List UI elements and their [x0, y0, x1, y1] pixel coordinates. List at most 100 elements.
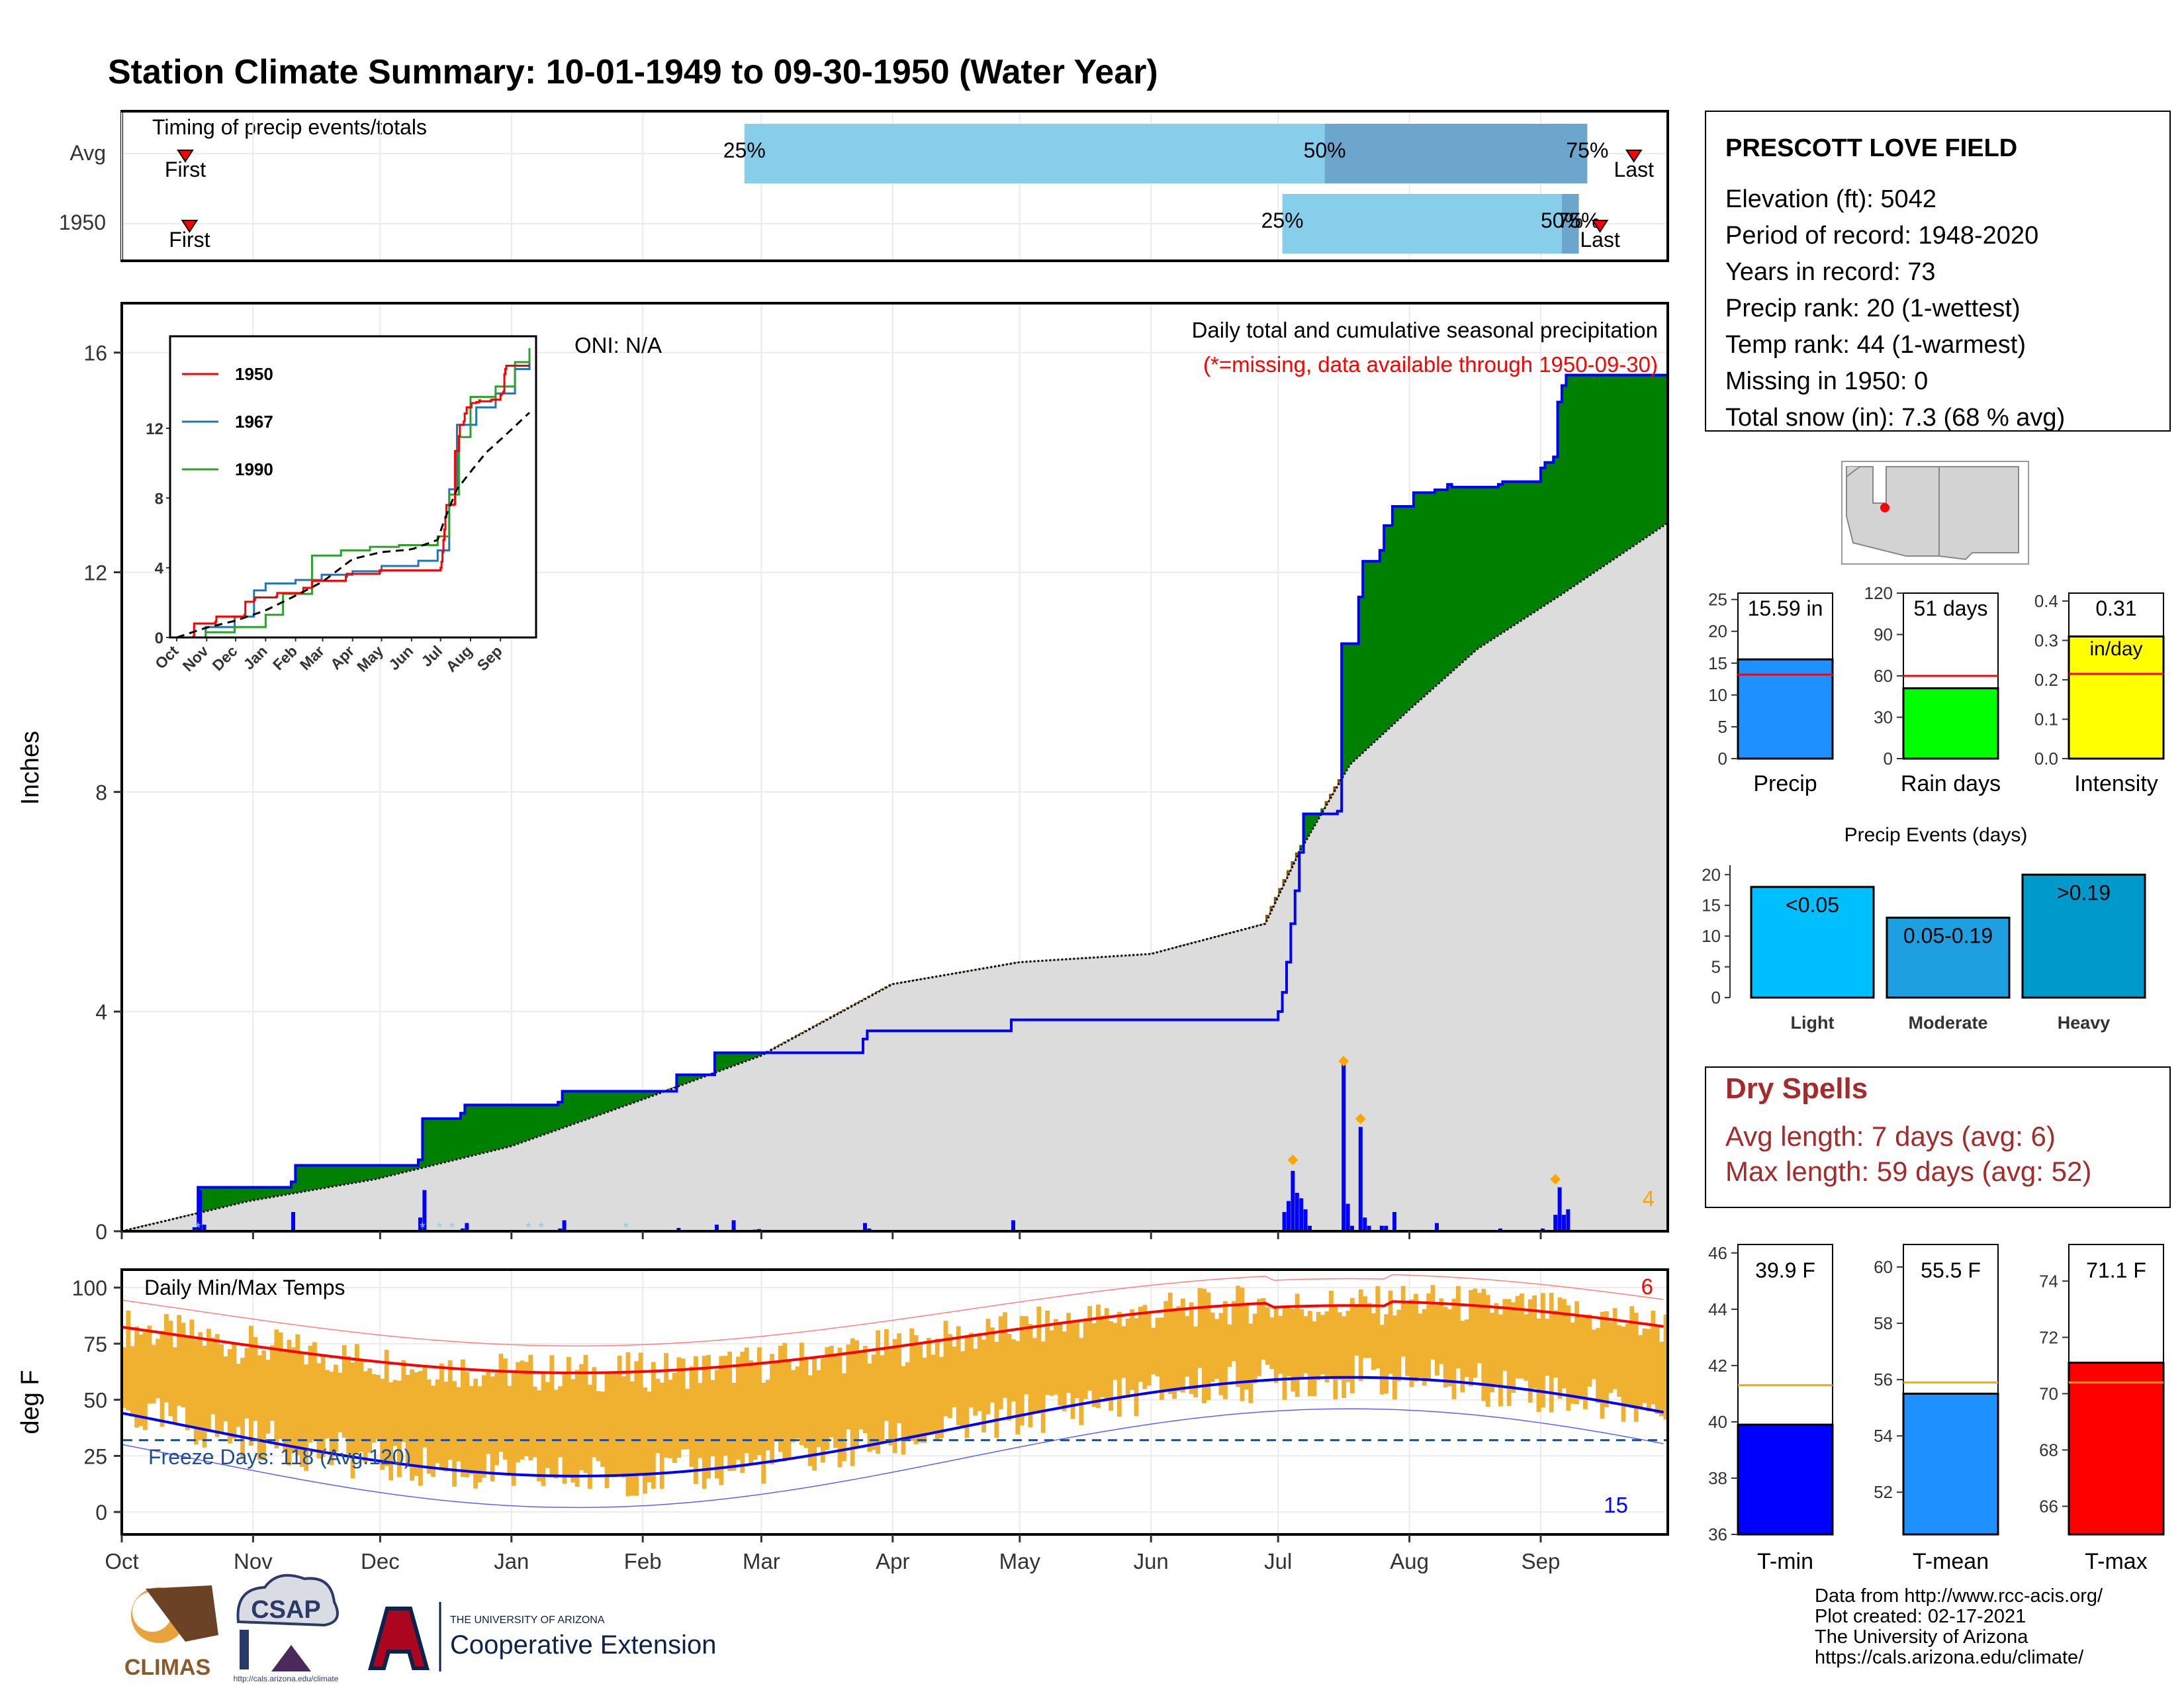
month-tick-label: Jun: [1134, 1549, 1169, 1573]
daily-temp-range: [1524, 1314, 1529, 1381]
daily-temp-range: [871, 1354, 876, 1450]
daily-temp-range: [507, 1385, 512, 1474]
month-tick-label: Jul: [1264, 1549, 1292, 1573]
daily-temp-range: [1418, 1313, 1423, 1378]
cum-diff-fill: [1375, 561, 1381, 741]
daily-temp-range: [1066, 1313, 1071, 1393]
daily-temp-range: [888, 1349, 893, 1446]
daily-temp-range: [969, 1333, 974, 1408]
cum-diff-fill: [553, 1105, 559, 1131]
cum-diff-fill: [1655, 375, 1660, 532]
days-gauge-bar: [1902, 687, 1999, 760]
daily-temp-range: [931, 1354, 936, 1432]
daily-temp-range: [1363, 1296, 1367, 1358]
cum-diff-fill: [283, 1187, 288, 1196]
daily-temp-range: [469, 1385, 474, 1474]
cum-diff-fill: [228, 1187, 232, 1206]
daily-temp-range: [825, 1346, 830, 1450]
cum-diff-fill: [1625, 375, 1630, 551]
cum-diff-fill: [1435, 490, 1439, 687]
daily-temp-range: [181, 1323, 186, 1408]
days-gauge-tick-label: 0: [1884, 749, 1893, 769]
cum-diff-fill: [371, 1165, 377, 1180]
cum-diff-fill: [461, 1113, 465, 1159]
csap-cloud-shape: [236, 1573, 339, 1627]
tmin-gauge-label: T-min: [1757, 1549, 1813, 1574]
cum-diff-fill: [604, 1091, 610, 1113]
daily-temp-range: [981, 1339, 986, 1432]
daily-temp-range: [1231, 1301, 1236, 1362]
daily-temp-range: [185, 1338, 190, 1430]
station-location-marker: [1880, 503, 1889, 512]
precip-peak-marker: [1355, 1113, 1366, 1125]
daily-temp-range: [638, 1352, 643, 1476]
daily-temp-range: [329, 1372, 334, 1466]
daily-temp-range: [1007, 1333, 1012, 1421]
daily-temp-range: [1384, 1314, 1388, 1394]
cum-diff-fill: [1342, 643, 1347, 779]
cum-diff-fill: [431, 1118, 436, 1166]
daily-temp-range: [1545, 1319, 1550, 1376]
cum-diff-fill: [1405, 506, 1410, 714]
inset-1967-line: [177, 357, 531, 639]
daily-temp-range: [541, 1372, 546, 1486]
cum-diff-fill: [257, 1187, 262, 1200]
missing-asterisk: *: [437, 1219, 443, 1236]
daily-precip-bar: [1384, 1225, 1388, 1231]
cum-diff-fill: [1536, 481, 1541, 611]
month-tick-label: Apr: [876, 1549, 909, 1573]
daily-temp-range: [177, 1315, 181, 1406]
daily-temp-range: [452, 1381, 457, 1487]
daily-precip-bar: [715, 1225, 719, 1231]
daily-temp-range: [1036, 1306, 1042, 1411]
missing-asterisk: *: [538, 1219, 544, 1236]
cum-diff-fill: [210, 1187, 216, 1211]
cum-diff-fill: [567, 1091, 571, 1127]
tmean-gauge-tick-label: 58: [1874, 1313, 1893, 1333]
daily-temp-range: [1109, 1321, 1113, 1411]
missing-asterisk: *: [449, 1219, 455, 1236]
daily-precip-bar: [1295, 1192, 1299, 1231]
daily-temp-range: [782, 1342, 788, 1462]
temp-y-tick-label: 25: [83, 1444, 107, 1468]
daily-temp-range: [1447, 1309, 1452, 1387]
daily-temp-range: [274, 1329, 279, 1449]
daily-temp-range: [1181, 1298, 1185, 1393]
daily-temp-range: [1197, 1288, 1203, 1368]
daily-temp-range: [770, 1354, 774, 1465]
daily-temp-range: [1358, 1289, 1363, 1382]
cum-diff-fill: [469, 1105, 474, 1156]
cum-count-label: 4: [1643, 1186, 1655, 1211]
daily-temp-range: [1443, 1307, 1448, 1388]
cum-diff-fill: [1524, 481, 1529, 620]
daily-temp-range: [846, 1344, 851, 1430]
daily-temp-range: [1062, 1331, 1067, 1411]
daily-temp-range: [948, 1334, 952, 1419]
csap-bar-shape: [240, 1630, 249, 1669]
daily-temp-range: [1485, 1295, 1490, 1407]
daily-temp-range: [562, 1372, 567, 1484]
cum-diff-fill: [287, 1187, 292, 1195]
daily-temp-range: [1350, 1297, 1355, 1393]
cum-diff-fill: [570, 1091, 576, 1125]
station-detail-line: Temp rank: 44 (1-warmest): [1725, 331, 2026, 359]
daily-precip-bar: [202, 1225, 206, 1231]
daily-temp-range: [380, 1378, 385, 1470]
cum-diff-fill: [1506, 481, 1512, 630]
daily-temp-range: [528, 1354, 533, 1461]
csap-wordmark: CSAP: [251, 1596, 321, 1624]
cum-diff-fill: [376, 1165, 381, 1180]
temperature-panel: Daily Min/Max Temps Freeze Days: 118 (Av…: [17, 1268, 1669, 1573]
daily-temp-range: [283, 1351, 287, 1452]
cum-diff-fill: [1583, 375, 1588, 581]
cum-diff-fill: [1469, 487, 1474, 657]
daily-temp-range: [579, 1364, 584, 1470]
cum-y-tick-label: 8: [95, 780, 107, 804]
daily-temp-range: [516, 1362, 520, 1462]
inset-y-tick-label: 12: [146, 420, 163, 438]
daily-temp-range: [1104, 1308, 1109, 1401]
timing-pct-label: 25%: [723, 138, 766, 162]
daily-temp-range: [1028, 1324, 1033, 1428]
daily-temp-range: [596, 1391, 601, 1462]
cum-diff-fill: [384, 1165, 389, 1178]
